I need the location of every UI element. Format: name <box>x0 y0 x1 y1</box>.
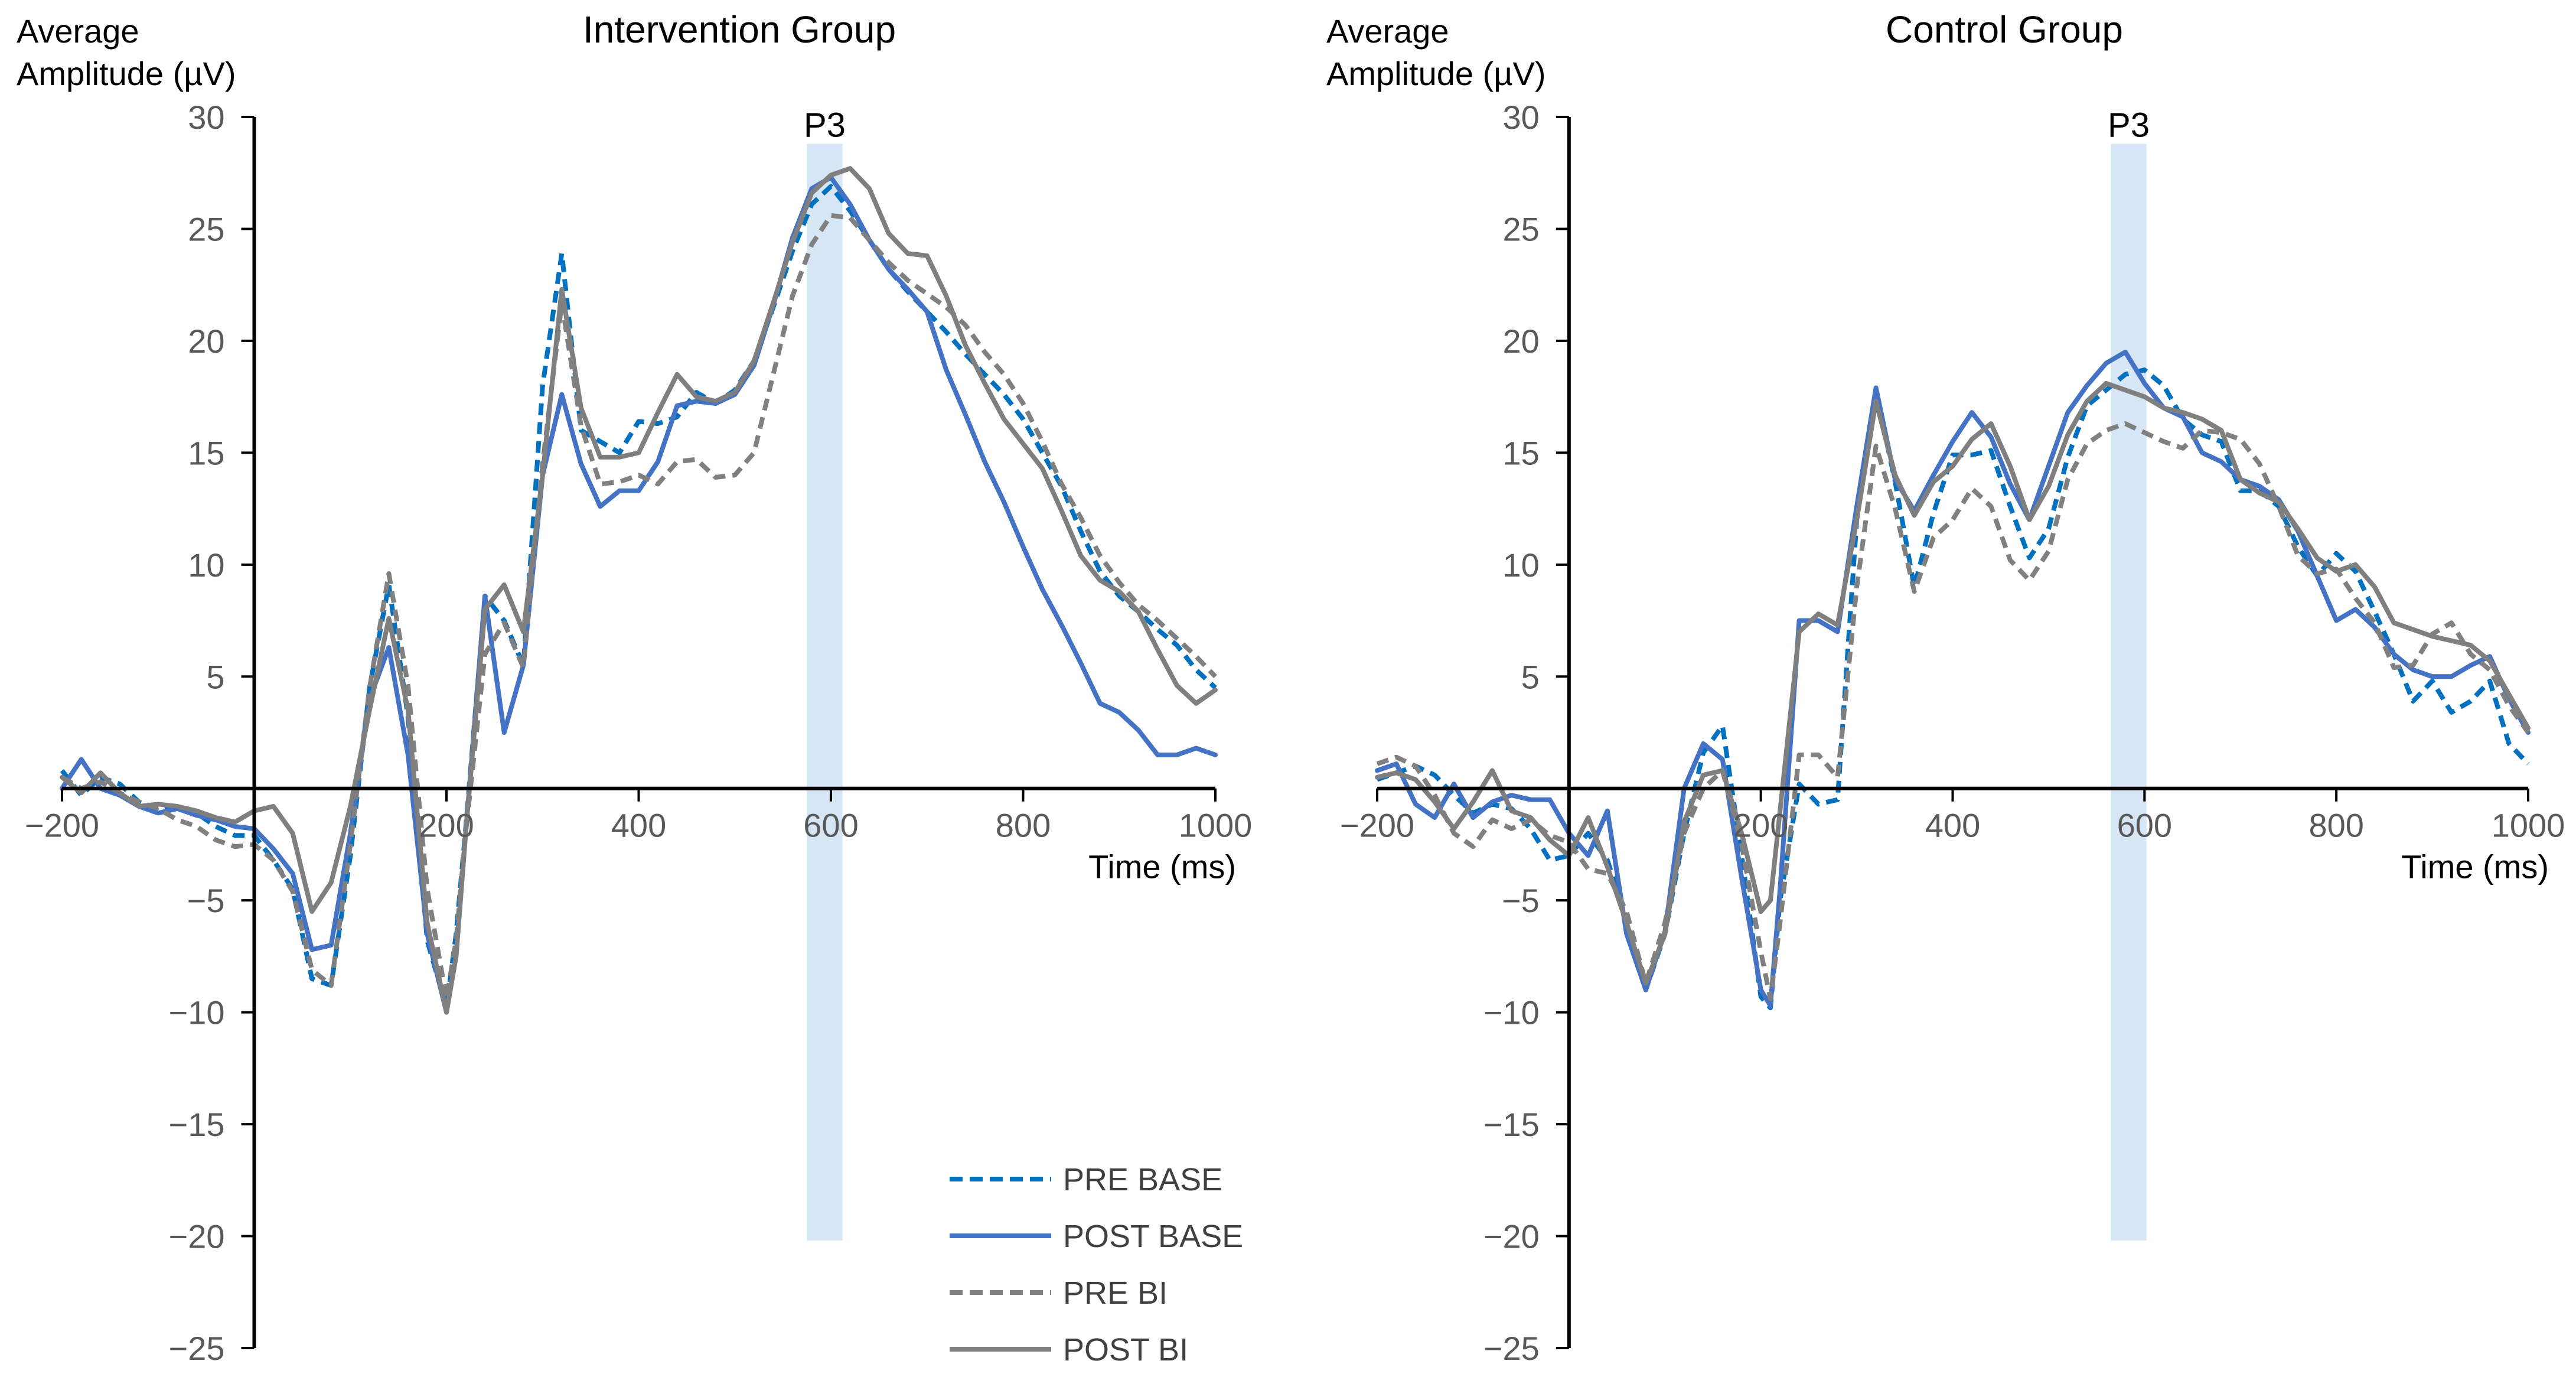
x-tick-label: 200 <box>1733 807 1788 844</box>
y-tick-label: 15 <box>1503 434 1540 471</box>
x-tick-label: 800 <box>2308 807 2363 844</box>
series-line-post-bi <box>60 166 1218 1015</box>
x-tick-label: 800 <box>996 807 1051 844</box>
y-tick-label: 30 <box>188 99 224 136</box>
chart-title: Control Group <box>1886 8 2123 51</box>
p3-band-label: P3 <box>2108 106 2150 144</box>
y-tick-label: 25 <box>1503 210 1540 248</box>
y-tick-label: −10 <box>1483 994 1540 1031</box>
y-tick-label: −20 <box>169 1218 225 1255</box>
y-tick-label: −5 <box>187 882 225 919</box>
y-axis-title-line: Average <box>17 12 139 50</box>
x-tick-label: −200 <box>25 807 99 844</box>
x-tick-label: 400 <box>611 807 666 844</box>
series-line-post-bi <box>1375 380 2531 986</box>
series-line-pre-bi <box>60 213 1217 1001</box>
x-tick-label: 1000 <box>1179 807 1253 844</box>
y-tick-label: −20 <box>1483 1218 1540 1255</box>
y-tick-label: −15 <box>1483 1106 1540 1143</box>
x-axis-title: Time (ms) <box>2401 848 2549 886</box>
y-tick-label: −10 <box>169 994 225 1031</box>
y-tick-label: −15 <box>169 1106 225 1143</box>
legend-label-post-bi: POST BI <box>1063 1332 1188 1368</box>
x-tick-label: 1000 <box>2492 807 2565 844</box>
x-tick-label: 600 <box>803 807 858 844</box>
legend-label-pre-base: PRE BASE <box>1063 1162 1222 1197</box>
series-line-pre-bi <box>1376 421 2531 1001</box>
intervention-group-chart: P3 Intervention Group Average Amplitude (µV… <box>17 8 1252 1367</box>
y-tick-label: 15 <box>188 434 224 471</box>
series-line-pre-base <box>60 184 1217 1011</box>
y-tick-label: 10 <box>1503 546 1540 584</box>
x-tick-label: 600 <box>2117 807 2172 844</box>
series-line-post-base <box>1375 349 2531 1008</box>
control-group-chart: P3 Control Group Average Amplitude (µV) 30 25… <box>1326 8 2565 1367</box>
p3-band-label: P3 <box>804 106 846 144</box>
y-tick-label: 30 <box>1503 99 1540 136</box>
y-tick-label: 10 <box>188 546 224 584</box>
y-tick-label: 5 <box>206 658 224 695</box>
y-axis-title-line: Average <box>1326 12 1449 50</box>
y-axis-title-line: Amplitude (µV) <box>17 55 236 92</box>
y-tick-label: 20 <box>1503 323 1540 360</box>
x-tick-label: −200 <box>1340 807 1414 844</box>
y-axis-title-line: Amplitude (µV) <box>1326 55 1546 92</box>
y-tick-label: 25 <box>188 210 224 248</box>
legend-label-pre-bi: PRE BI <box>1063 1275 1168 1311</box>
chart-title: Intervention Group <box>583 8 896 51</box>
p3-band <box>2111 144 2147 1241</box>
legend: PRE BASE POST BASE PRE BI POST BI <box>950 1162 1243 1368</box>
y-tick-label: −25 <box>169 1330 225 1367</box>
y-tick-label: 5 <box>1521 658 1540 695</box>
x-axis-title: Time (ms) <box>1088 848 1236 886</box>
y-tick-label: −5 <box>1502 882 1540 919</box>
x-tick-label: 400 <box>1925 807 1980 844</box>
p3-band <box>807 144 843 1241</box>
series-line-post-base <box>60 175 1218 1015</box>
y-tick-label: 20 <box>188 323 224 360</box>
x-tick-label: 200 <box>419 807 474 844</box>
y-tick-label: −25 <box>1483 1330 1540 1367</box>
legend-label-post-base: POST BASE <box>1063 1219 1243 1254</box>
